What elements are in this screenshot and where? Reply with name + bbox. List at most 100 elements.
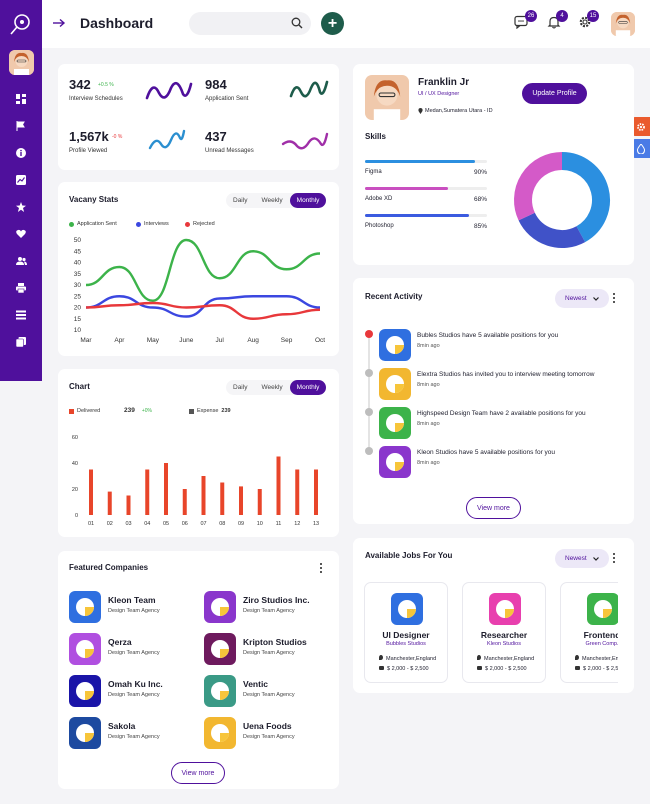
- job-card[interactable]: UI Designer Bubbles Studios Manchester,Eng…: [364, 582, 448, 683]
- company-item[interactable]: Kleon Team Design Team Agency: [69, 591, 199, 624]
- skill-bar: [365, 160, 475, 163]
- more-options-icon[interactable]: [612, 293, 616, 303]
- profile-avatar[interactable]: [365, 75, 409, 120]
- settings-side-tab[interactable]: [631, 117, 650, 136]
- skill-bar: [365, 214, 469, 217]
- activity-logo[interactable]: [379, 446, 411, 478]
- company-name: Ventic: [243, 679, 269, 689]
- printer-icon[interactable]: [13, 280, 29, 296]
- list-icon[interactable]: [13, 307, 29, 323]
- activity-filter-dropdown[interactable]: Newest: [555, 289, 609, 308]
- delivered-value: 239 +0%: [124, 407, 153, 414]
- company-logo[interactable]: [204, 591, 236, 623]
- logo-icon[interactable]: [9, 12, 33, 36]
- y-tick-label: 20: [74, 305, 82, 312]
- activity-item[interactable]: Elextra Studios has invited you to inter…: [379, 368, 629, 402]
- activity-view-more-button[interactable]: View more: [466, 497, 521, 519]
- bar: [257, 489, 262, 515]
- activity-logo[interactable]: [379, 368, 411, 400]
- location-pin-icon: [379, 655, 383, 660]
- company-item[interactable]: Sakola Design Team Agency: [69, 717, 199, 750]
- company-type: Design Team Agency: [243, 650, 295, 656]
- company-item[interactable]: Omah Ku Inc. Design Team Agency: [69, 675, 199, 708]
- money-icon: [477, 666, 482, 670]
- stat-sparkline: [289, 80, 329, 98]
- messages-badge: 26: [525, 10, 537, 22]
- profile-location: Medan,Sumatera Utara - ID: [418, 108, 493, 114]
- chart-icon[interactable]: [13, 172, 29, 188]
- user-avatar[interactable]: [611, 12, 635, 36]
- bar: [107, 491, 112, 515]
- job-card[interactable]: Frontend Green Comp. Manchester,Eng $ 2,000…: [560, 582, 621, 683]
- company-item[interactable]: Uena Foods Design Team Agency: [204, 717, 334, 750]
- theme-side-tab[interactable]: [631, 139, 650, 158]
- search-icon[interactable]: [291, 17, 303, 29]
- tab-weekly[interactable]: Weekly: [261, 197, 283, 204]
- companies-view-more-button[interactable]: View more: [171, 762, 225, 784]
- company-logo[interactable]: [204, 717, 236, 749]
- tab-monthly[interactable]: Monthly: [289, 380, 327, 395]
- tab-daily[interactable]: Daily: [233, 197, 248, 204]
- company-logo[interactable]: [69, 633, 101, 665]
- bell-icon[interactable]: [547, 15, 561, 29]
- location-pin-icon: [477, 655, 481, 660]
- company-item[interactable]: Ziro Studios Inc. Design Team Agency: [204, 591, 334, 624]
- more-options-icon[interactable]: [612, 553, 616, 563]
- settings-badge: 15: [587, 10, 599, 22]
- x-tick-label: 01: [88, 521, 94, 527]
- update-profile-button[interactable]: Update Profile: [522, 83, 587, 104]
- vacancy-tabs: Daily Weekly Monthly: [226, 193, 327, 208]
- tab-daily[interactable]: Daily: [233, 384, 248, 391]
- skills-title: Skills: [365, 132, 386, 141]
- users-icon[interactable]: [13, 253, 29, 269]
- job-title: UI Designer: [382, 630, 430, 640]
- vacancy-line-chart: 50 45 40 35 30 25 20 15 10 Mar Apr May June Jul Aug Sep…: [74, 237, 325, 344]
- tab-weekly[interactable]: Weekly: [261, 384, 283, 391]
- info-icon[interactable]: [13, 145, 29, 161]
- bar: [239, 486, 243, 515]
- bar: [220, 482, 225, 515]
- activity-item[interactable]: Kleon Studios have 5 available positions…: [379, 446, 629, 480]
- job-company: Bubbles Studios: [386, 641, 426, 647]
- company-logo[interactable]: [204, 633, 236, 665]
- job-logo: [587, 593, 618, 625]
- activity-logo[interactable]: [379, 329, 411, 361]
- x-tick-label: 05: [163, 521, 169, 527]
- star-icon[interactable]: [13, 199, 29, 215]
- x-tick-label: Oct: [315, 337, 325, 344]
- add-button[interactable]: +: [321, 12, 344, 35]
- search-input[interactable]: [189, 12, 284, 35]
- companies-title: Featured Companies: [69, 563, 149, 572]
- tab-monthly[interactable]: Monthly: [289, 193, 327, 208]
- job-title: Frontend: [583, 630, 621, 640]
- sidebar: [0, 0, 42, 381]
- heart-icon[interactable]: [13, 226, 29, 242]
- arrow-right-icon[interactable]: [52, 16, 66, 30]
- activity-item[interactable]: Bubles Studios have 5 available position…: [379, 329, 629, 363]
- activity-logo[interactable]: [379, 407, 411, 439]
- company-logo[interactable]: [69, 591, 101, 623]
- gear-icon[interactable]: [578, 15, 592, 29]
- stat-sparkline: [281, 132, 329, 150]
- company-item[interactable]: Ventic Design Team Agency: [204, 675, 334, 708]
- jobs-filter-dropdown[interactable]: Newest: [555, 549, 609, 568]
- y-tick-label: 30: [74, 282, 82, 289]
- series-line: [85, 238, 321, 302]
- flag-icon[interactable]: [13, 118, 29, 134]
- company-logo[interactable]: [69, 675, 101, 707]
- job-card[interactable]: Researcher Kleon Studios Manchester,Englan…: [462, 582, 546, 683]
- job-company: Kleon Studios: [487, 641, 521, 647]
- dashboard-icon[interactable]: [13, 91, 29, 107]
- company-name: Qerza: [108, 637, 132, 647]
- more-options-icon[interactable]: [319, 563, 323, 573]
- copy-icon[interactable]: [13, 334, 29, 350]
- company-logo[interactable]: [69, 717, 101, 749]
- activity-item[interactable]: Highspeed Design Team have 2 available p…: [379, 407, 629, 441]
- company-item[interactable]: Qerza Design Team Agency: [69, 633, 199, 666]
- company-item[interactable]: Kripton Studios Design Team Agency: [204, 633, 334, 666]
- y-tick-label: 40: [72, 461, 78, 467]
- y-tick-label: 0: [75, 513, 78, 519]
- sidebar-avatar[interactable]: [9, 50, 34, 75]
- company-name: Uena Foods: [243, 721, 292, 731]
- company-logo[interactable]: [204, 675, 236, 707]
